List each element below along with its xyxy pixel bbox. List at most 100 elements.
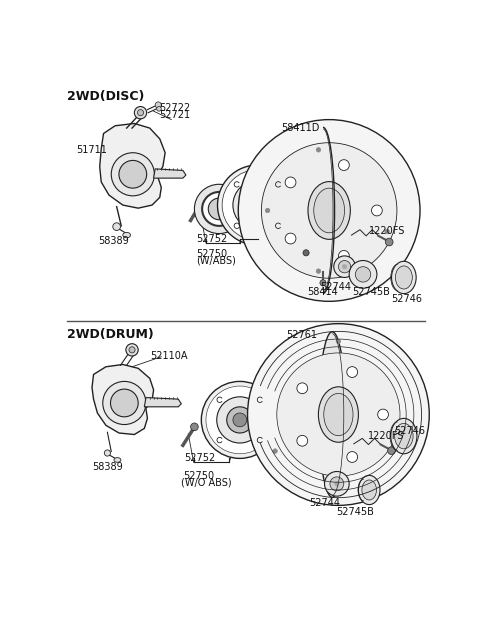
Text: 52744: 52744: [320, 282, 351, 292]
Text: 52110A: 52110A: [150, 351, 188, 362]
Ellipse shape: [359, 475, 380, 505]
Circle shape: [338, 261, 351, 273]
Circle shape: [273, 449, 277, 454]
Circle shape: [227, 407, 253, 433]
Ellipse shape: [318, 387, 359, 442]
Circle shape: [222, 170, 293, 240]
Circle shape: [285, 177, 296, 188]
Circle shape: [347, 452, 358, 463]
Circle shape: [217, 397, 263, 443]
Circle shape: [355, 267, 371, 282]
Circle shape: [378, 409, 388, 420]
Circle shape: [126, 344, 138, 356]
Circle shape: [119, 160, 147, 188]
Circle shape: [129, 347, 135, 353]
Polygon shape: [100, 124, 165, 208]
Text: 51711: 51711: [77, 145, 108, 155]
Circle shape: [191, 423, 198, 431]
Ellipse shape: [392, 261, 416, 293]
Text: 58414: 58414: [308, 286, 338, 297]
Circle shape: [338, 160, 349, 170]
Text: 1220FS: 1220FS: [369, 226, 406, 236]
Circle shape: [303, 250, 309, 256]
Ellipse shape: [395, 423, 413, 449]
Circle shape: [336, 339, 341, 344]
Circle shape: [285, 233, 296, 244]
Circle shape: [155, 102, 161, 108]
Text: 52746: 52746: [394, 426, 425, 436]
Text: 58389: 58389: [92, 463, 123, 472]
Circle shape: [194, 184, 244, 233]
Text: 52750: 52750: [183, 471, 214, 481]
Circle shape: [349, 261, 377, 288]
Text: 58389: 58389: [98, 236, 129, 246]
Circle shape: [217, 165, 298, 245]
Ellipse shape: [362, 480, 376, 500]
Text: 58411D: 58411D: [281, 124, 320, 134]
Circle shape: [103, 381, 146, 425]
Polygon shape: [92, 365, 154, 435]
Circle shape: [206, 386, 274, 454]
Circle shape: [372, 205, 382, 216]
Circle shape: [342, 264, 347, 269]
Circle shape: [110, 389, 138, 417]
Circle shape: [324, 471, 349, 496]
Circle shape: [265, 208, 270, 213]
Circle shape: [297, 383, 308, 394]
Circle shape: [238, 120, 420, 302]
Circle shape: [316, 269, 321, 273]
Ellipse shape: [319, 332, 346, 497]
Circle shape: [113, 223, 120, 230]
Ellipse shape: [123, 232, 131, 238]
Text: 52721: 52721: [159, 110, 191, 120]
Circle shape: [297, 435, 308, 446]
Circle shape: [277, 353, 400, 476]
Circle shape: [208, 198, 230, 220]
Circle shape: [104, 450, 110, 456]
Circle shape: [388, 447, 396, 454]
Ellipse shape: [391, 418, 417, 454]
Ellipse shape: [324, 393, 353, 435]
Circle shape: [399, 449, 404, 454]
Text: 1220FS: 1220FS: [368, 431, 404, 440]
Circle shape: [248, 324, 429, 505]
Circle shape: [111, 153, 155, 196]
Circle shape: [201, 381, 278, 458]
Circle shape: [320, 280, 326, 286]
Text: 52752: 52752: [196, 233, 227, 244]
Polygon shape: [154, 169, 186, 178]
Circle shape: [347, 367, 358, 377]
Text: (W/ABS): (W/ABS): [196, 256, 236, 266]
Circle shape: [262, 143, 397, 278]
Circle shape: [244, 191, 271, 219]
Ellipse shape: [314, 188, 345, 233]
Circle shape: [156, 107, 161, 111]
Circle shape: [250, 198, 265, 213]
Text: 52745B: 52745B: [336, 507, 374, 517]
Polygon shape: [144, 398, 181, 407]
Circle shape: [198, 198, 206, 205]
Text: 52746: 52746: [391, 293, 422, 304]
Circle shape: [316, 148, 321, 152]
Circle shape: [335, 481, 339, 486]
Circle shape: [330, 477, 344, 491]
Circle shape: [233, 413, 247, 427]
Text: (W/O ABS): (W/O ABS): [180, 478, 231, 488]
Circle shape: [233, 180, 282, 230]
Ellipse shape: [396, 266, 412, 289]
Text: 52722: 52722: [159, 103, 191, 113]
Circle shape: [338, 251, 349, 261]
Text: 52750: 52750: [196, 249, 227, 259]
Ellipse shape: [308, 182, 350, 239]
Text: 2WD(DRUM): 2WD(DRUM): [67, 328, 154, 341]
Text: 52761: 52761: [286, 330, 317, 340]
Circle shape: [334, 256, 355, 278]
Text: 52744: 52744: [309, 498, 340, 508]
Circle shape: [385, 238, 393, 246]
Circle shape: [137, 110, 144, 115]
Text: 52752: 52752: [184, 453, 216, 463]
Ellipse shape: [114, 457, 121, 463]
Circle shape: [134, 107, 147, 119]
Text: 52745B: 52745B: [352, 288, 390, 297]
Text: 2WD(DISC): 2WD(DISC): [67, 90, 145, 103]
